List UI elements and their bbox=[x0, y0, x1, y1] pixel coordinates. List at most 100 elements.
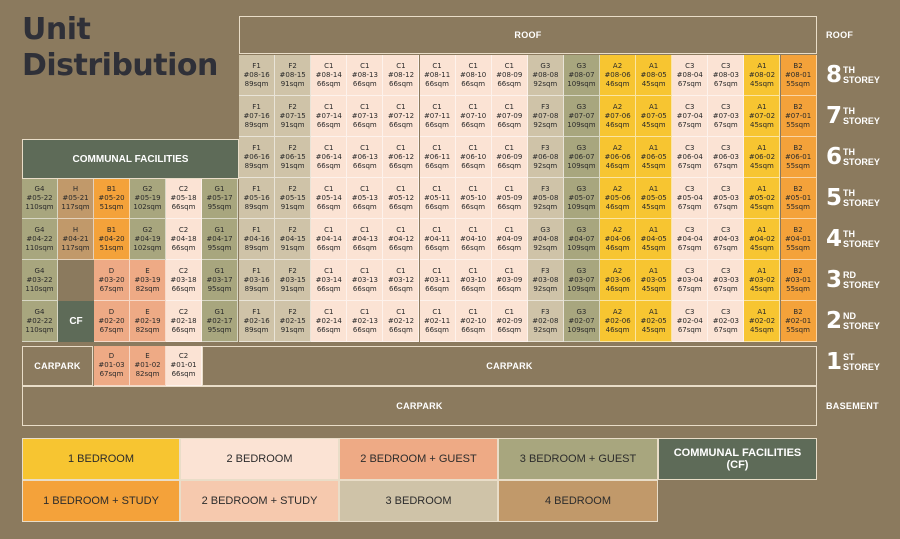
storey-ordinal: TH bbox=[843, 65, 856, 75]
unit-code: #07-06 bbox=[604, 111, 631, 120]
unit-type: A1 bbox=[757, 102, 767, 111]
unit-size: 66sqm bbox=[425, 325, 449, 334]
unit-type: G3 bbox=[540, 225, 551, 234]
basement-label: BASEMENT bbox=[826, 401, 879, 411]
unit-type: C3 bbox=[685, 184, 695, 193]
unit-size: 66sqm bbox=[171, 243, 196, 252]
unit-code: #08-15 bbox=[279, 70, 306, 79]
unit-code: #05-05 bbox=[640, 193, 667, 202]
unit-cell: G3 #02-07 109sqm bbox=[563, 301, 600, 342]
unit-size: 51sqm bbox=[99, 243, 124, 252]
unit-size: 66sqm bbox=[352, 120, 377, 129]
unit-size: 92sqm bbox=[533, 120, 558, 129]
unit-code: #06-09 bbox=[496, 152, 523, 161]
unit-cell: A2 #03-06 46sqm bbox=[600, 260, 637, 301]
unit-size: 91sqm bbox=[280, 79, 305, 88]
unit-cell: C1 #03-14 66sqm bbox=[311, 260, 348, 301]
unit-cell: H #05-21 117sqm bbox=[58, 178, 94, 219]
unit-size: 66sqm bbox=[352, 202, 377, 211]
unit-cell: C1 #03-13 66sqm bbox=[347, 260, 384, 301]
unit-size: 109sqm bbox=[567, 202, 596, 211]
storey-label: 1 ST STOREY bbox=[826, 350, 900, 374]
unit-size: 66sqm bbox=[497, 79, 522, 88]
unit-type: C1 bbox=[396, 61, 406, 70]
unit-cell: C3 #05-04 67sqm bbox=[672, 178, 709, 219]
unit-type: A2 bbox=[612, 266, 623, 275]
unit-cell: F3 #06-08 92sqm bbox=[527, 137, 564, 178]
unit-type: B1 bbox=[106, 225, 117, 234]
unit-code: #02-13 bbox=[351, 316, 378, 325]
unit-type: F3 bbox=[541, 184, 550, 193]
unit-type: A1 bbox=[757, 61, 767, 70]
unit-type: F1 bbox=[252, 61, 261, 70]
unit-code: #08-14 bbox=[315, 70, 342, 79]
unit-cell: G4 #02-22 110sqm bbox=[22, 301, 58, 342]
unit-size: 66sqm bbox=[425, 79, 449, 88]
unit-code: #08-12 bbox=[387, 70, 415, 79]
roof-side-label: ROOF bbox=[826, 30, 854, 40]
unit-code: #02-02 bbox=[748, 316, 776, 325]
unit-cell: C1 #06-13 66sqm bbox=[347, 137, 384, 178]
unit-type: G1 bbox=[214, 184, 225, 193]
unit-type: C1 bbox=[324, 61, 334, 70]
unit-code: #04-13 bbox=[351, 234, 378, 243]
unit-code: #02-09 bbox=[496, 316, 523, 325]
unit-cell: F1 #06-16 89sqm bbox=[239, 137, 276, 178]
storey-number: 5 bbox=[826, 185, 843, 211]
unit-type: A1 bbox=[757, 184, 767, 193]
unit-type: A1 bbox=[649, 307, 659, 316]
storey-word: STOREY bbox=[843, 116, 880, 126]
unit-cell: A1 #07-05 45sqm bbox=[636, 96, 673, 137]
unit-type: A1 bbox=[757, 143, 767, 152]
unit-type: G4 bbox=[34, 307, 45, 316]
storey-label: 8 TH STOREY bbox=[826, 63, 900, 87]
unit-size: 66sqm bbox=[389, 202, 413, 211]
unit-type: B2 bbox=[793, 102, 803, 111]
unit-type: C2 bbox=[178, 225, 189, 234]
unit-type: C1 bbox=[504, 102, 514, 111]
unit-cell: B1 #04-20 51sqm bbox=[94, 219, 130, 260]
unit-code: #06-08 bbox=[532, 152, 559, 161]
storey-ordinal: ND bbox=[843, 311, 857, 321]
unit-size: 45sqm bbox=[750, 284, 774, 293]
unit-type: G3 bbox=[576, 184, 587, 193]
unit-type: F3 bbox=[541, 266, 550, 275]
unit-size: 45sqm bbox=[750, 161, 774, 170]
unit-size: 89sqm bbox=[244, 202, 269, 211]
unit-code: #07-12 bbox=[387, 111, 415, 120]
unit-type: C1 bbox=[468, 184, 478, 193]
unit-code: #08-04 bbox=[676, 70, 703, 79]
unit-code: #04-09 bbox=[496, 234, 523, 243]
unit-size: 91sqm bbox=[280, 325, 305, 334]
unit-type: G3 bbox=[576, 102, 587, 111]
unit-code: #05-06 bbox=[604, 193, 631, 202]
unit-code: #03-17 bbox=[206, 275, 233, 284]
unit-type: F2 bbox=[288, 266, 297, 275]
unit-code: #05-04 bbox=[676, 193, 703, 202]
unit-cell: F1 #05-16 89sqm bbox=[239, 178, 276, 219]
unit-size: 66sqm bbox=[352, 161, 377, 170]
unit-type: G3 bbox=[576, 61, 587, 70]
unit-size: 66sqm bbox=[352, 284, 377, 293]
unit-size: 66sqm bbox=[171, 202, 196, 211]
unit-type: G3 bbox=[576, 143, 587, 152]
unit-cell: F1 #03-16 89sqm bbox=[239, 260, 276, 301]
unit-size: 45sqm bbox=[641, 202, 666, 211]
unit-size: 55sqm bbox=[786, 161, 810, 170]
unit-size: 82sqm bbox=[135, 325, 160, 334]
unit-type: C1 bbox=[468, 61, 478, 70]
unit-cell: A1 #05-05 45sqm bbox=[636, 178, 673, 219]
unit-size: 46sqm bbox=[605, 202, 630, 211]
unit-code: #05-02 bbox=[748, 193, 776, 202]
unit-code: #04-11 bbox=[423, 234, 451, 243]
unit-type: C1 bbox=[324, 102, 334, 111]
unit-type: A2 bbox=[612, 307, 623, 316]
unit-cell: B2 #08-01 55sqm bbox=[780, 55, 817, 96]
unit-size: 110sqm bbox=[25, 202, 54, 211]
storey-word: STOREY bbox=[843, 280, 880, 290]
unit-type: G4 bbox=[34, 184, 45, 193]
legend-item: 4 BEDROOM bbox=[498, 480, 658, 522]
unit-type: G1 bbox=[214, 266, 225, 275]
unit-size: 66sqm bbox=[316, 79, 341, 88]
unit-type: H bbox=[72, 225, 79, 234]
